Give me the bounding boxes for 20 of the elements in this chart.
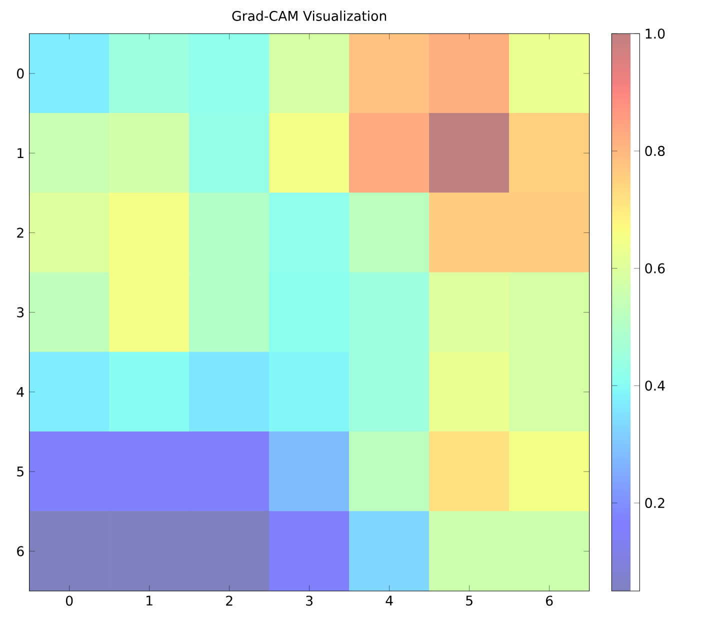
- x-tick-label: 4: [386, 596, 393, 606]
- chart-title: Grad-CAM Visualization: [232, 10, 386, 21]
- color-bar-label: 1.0: [646, 28, 665, 39]
- color-bar-label: 0.6: [645, 263, 665, 274]
- x-tick-label: 6: [546, 596, 553, 606]
- y-tick-label: 5: [17, 466, 24, 477]
- x-tick-label: 1: [146, 596, 152, 606]
- color-bar-label: 0.2: [645, 498, 664, 508]
- y-tick-label: 3: [17, 307, 24, 318]
- y-tick-label: 0: [17, 68, 24, 79]
- x-tick-label: 3: [306, 596, 313, 606]
- y-tick-label: 2: [17, 228, 24, 238]
- x-tick-label: 2: [226, 596, 232, 606]
- x-tick-label: 0: [66, 596, 73, 606]
- y-tick-label: 1: [18, 148, 24, 158]
- x-tick-label: 5: [466, 596, 472, 606]
- y-tick-label: 6: [17, 546, 24, 556]
- color-bar-label: 0.8: [645, 146, 665, 156]
- y-tick-label: 4: [16, 387, 24, 397]
- color-bar-label: 0.4: [645, 380, 665, 391]
